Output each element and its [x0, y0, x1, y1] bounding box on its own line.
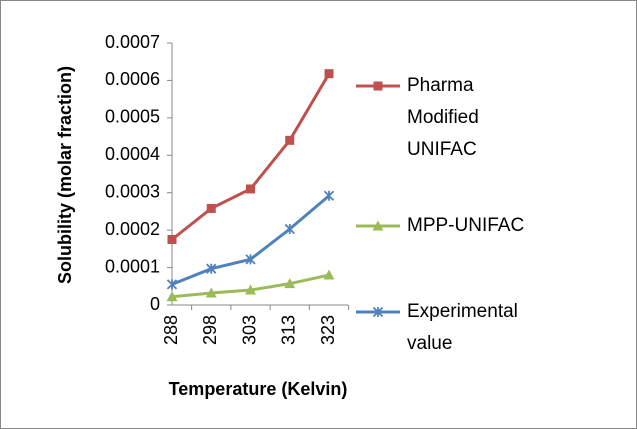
marker [285, 135, 295, 145]
y-tick-label: 0.0002 [105, 219, 160, 239]
legend-label: MPP-UNIFAC [407, 215, 525, 236]
marker [284, 223, 295, 235]
y-tick-label: 0.0006 [105, 69, 160, 89]
marker [246, 184, 255, 194]
y-tick-label: 0.0001 [105, 256, 160, 276]
marker [323, 269, 335, 280]
y-tick-label: 0 [150, 294, 160, 314]
marker [284, 278, 296, 289]
legend-label: Experimental value [407, 301, 518, 354]
x-tick-label: 323 [318, 315, 338, 345]
marker [206, 263, 217, 274]
marker [373, 81, 383, 91]
y-tick-label: 0.0005 [105, 107, 160, 127]
marker [167, 235, 177, 244]
x-axis-title: Temperature (Kelvin) [169, 379, 348, 399]
marker [205, 287, 217, 298]
y-tick-label: 0.0003 [105, 181, 160, 201]
x-tick-label: 288 [161, 315, 181, 345]
x-tick-label: 303 [239, 315, 259, 345]
y-tick-label: 0.0007 [105, 32, 160, 52]
marker [166, 291, 178, 302]
x-tick-label: 298 [200, 315, 220, 345]
y-tick-label: 0.0004 [105, 144, 160, 164]
marker [245, 284, 256, 295]
marker [166, 279, 178, 290]
marker [245, 254, 256, 265]
legend-label: Pharma Modified UNIFAC [407, 75, 479, 160]
marker [372, 306, 384, 318]
x-tick-label: 313 [279, 315, 299, 345]
marker [372, 220, 384, 231]
marker [323, 190, 335, 201]
marker [206, 203, 216, 213]
y-axis-title: Solubility (molar fraction) [55, 66, 75, 284]
marker [324, 69, 334, 79]
